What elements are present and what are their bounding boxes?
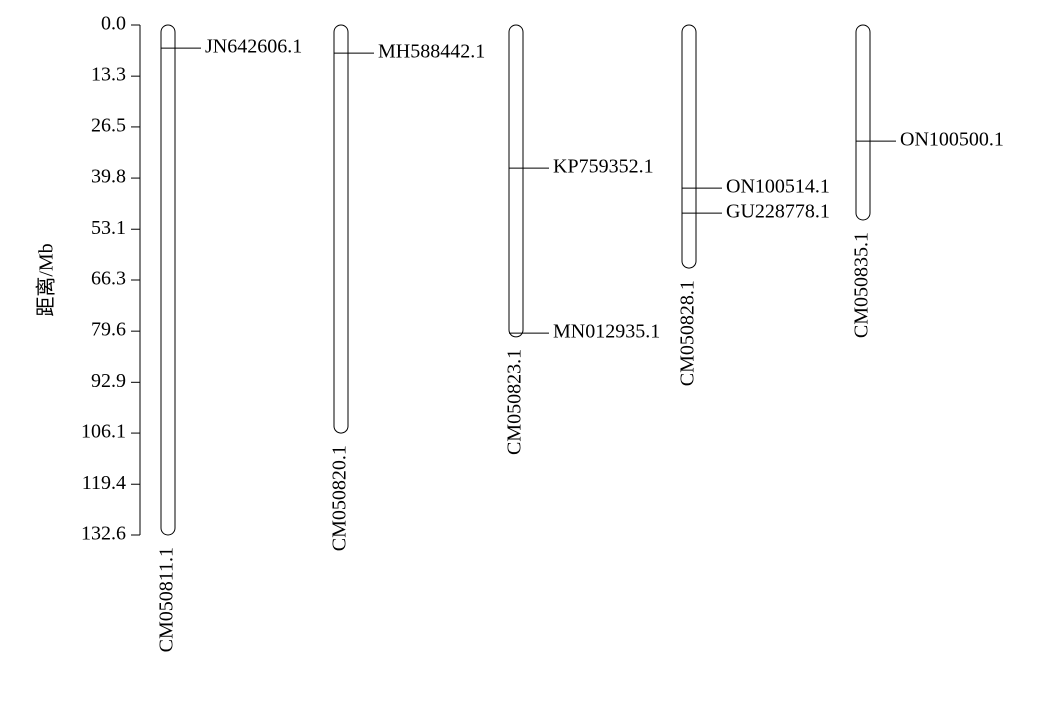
y-tick-label: 66.3: [91, 268, 126, 290]
marker-label: JN642606.1: [205, 36, 302, 58]
y-tick-label: 79.6: [91, 319, 126, 341]
chromosome: [855, 24, 871, 221]
y-axis-label: 距离/Mb: [35, 243, 58, 316]
chromosome: [333, 24, 349, 434]
chromosome: [160, 24, 176, 536]
chromosome-label: CM050828.1: [677, 280, 699, 386]
chromosome-label: CM050835.1: [851, 232, 873, 338]
y-tick-label: 92.9: [91, 370, 126, 392]
marker-label: ON100500.1: [900, 129, 1004, 151]
chromosome: [508, 24, 524, 338]
chromosome-label: CM050823.1: [504, 349, 526, 455]
y-tick-label: 13.3: [91, 64, 126, 86]
chromosome-label: CM050820.1: [329, 445, 351, 551]
y-tick-label: 119.4: [82, 472, 126, 494]
marker-label: MN012935.1: [553, 321, 660, 343]
y-tick-label: 106.1: [81, 421, 126, 443]
marker-label: MH588442.1: [378, 41, 485, 63]
y-tick-label: 26.5: [91, 115, 126, 137]
marker-label: GU228778.1: [726, 201, 830, 223]
y-tick-label: 0.0: [101, 13, 126, 35]
chromosome: [681, 24, 697, 269]
marker-label: KP759352.1: [553, 156, 654, 178]
y-tick-label: 132.6: [81, 523, 126, 545]
chromosome-label: CM050811.1: [156, 547, 178, 652]
marker-label: ON100514.1: [726, 176, 830, 198]
y-tick-label: 39.8: [91, 166, 126, 188]
y-tick-label: 53.1: [91, 217, 126, 239]
